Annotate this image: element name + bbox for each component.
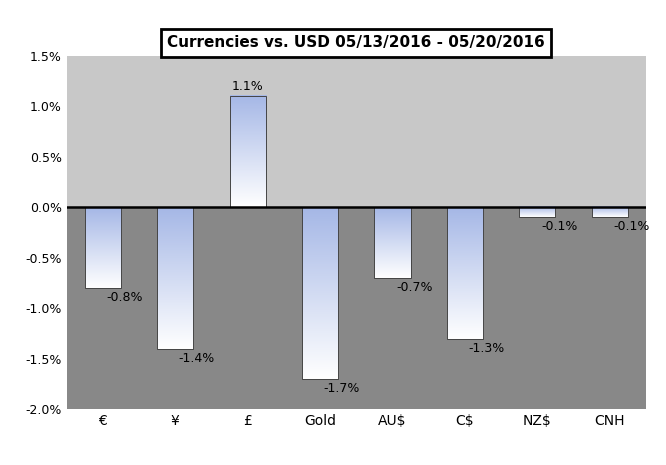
Text: -0.8%: -0.8%	[107, 291, 143, 304]
Text: 1.1%: 1.1%	[232, 80, 264, 93]
Text: -0.1%: -0.1%	[541, 220, 577, 233]
Bar	[374, 207, 411, 278]
Text: -1.4%: -1.4%	[179, 352, 215, 365]
Bar	[157, 207, 193, 349]
Text: -0.1%: -0.1%	[613, 220, 650, 233]
Bar	[67, 207, 646, 409]
Text: -1.7%: -1.7%	[324, 382, 360, 395]
Bar	[67, 56, 646, 207]
Bar	[85, 207, 121, 288]
Bar	[230, 96, 266, 207]
Title: Currencies vs. USD 05/13/2016 - 05/20/2016: Currencies vs. USD 05/13/2016 - 05/20/20…	[167, 35, 545, 51]
Bar	[519, 207, 555, 217]
Text: -0.7%: -0.7%	[396, 281, 433, 294]
Text: -1.3%: -1.3%	[469, 342, 505, 354]
Bar	[447, 207, 483, 339]
Bar	[302, 207, 338, 379]
Bar	[591, 207, 628, 217]
